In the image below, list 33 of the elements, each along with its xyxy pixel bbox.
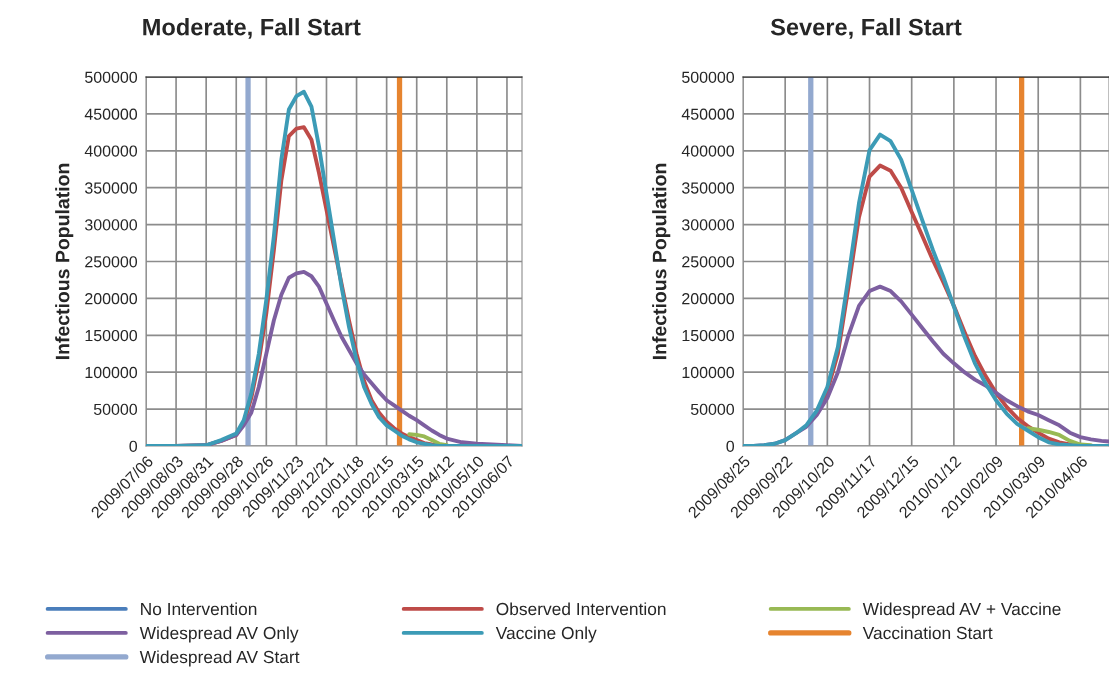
chart-title: Moderate, Fall Start (143, 18, 361, 39)
y-tick-label: 150000 (85, 329, 138, 342)
y-tick-label: 350000 (84, 182, 138, 194)
y-tick-label: 500000 (85, 71, 138, 83)
y-tick-label: 100000 (85, 366, 138, 379)
y-tick-label: 150000 (682, 329, 735, 342)
y-tick-label: 450000 (681, 108, 735, 120)
y-tick-label: 500000 (682, 71, 735, 83)
legend-label: Widespread AV + Vaccine (862, 602, 1061, 619)
y-tick-label: 450000 (84, 108, 138, 120)
y-tick-label: 0 (726, 440, 735, 452)
y-tick-label: 350000 (681, 182, 735, 194)
legend-label: Observed Intervention (496, 602, 666, 616)
y-axis-title: Infectious Population (55, 163, 74, 360)
y-tick-label: 300000 (84, 219, 138, 231)
y-tick-label: 50000 (93, 403, 138, 416)
y-tick-label: 250000 (682, 256, 735, 268)
y-tick-label: 200000 (682, 293, 735, 305)
y-tick-label: 50000 (690, 403, 735, 416)
legend-label: No Intervention (141, 602, 257, 616)
y-tick-label: 400000 (681, 145, 735, 157)
chart-title: Severe, Fall Start (770, 18, 962, 39)
y-axis-title: Infectious Population (652, 163, 671, 360)
legend-label: Vaccine Only (495, 626, 597, 643)
y-tick-label: 400000 (84, 145, 138, 157)
legend-label: Vaccination Start (862, 626, 993, 640)
y-tick-label: 0 (129, 440, 138, 452)
y-tick-label: 200000 (85, 293, 138, 305)
legend-label: Widespread AV Only (139, 626, 299, 643)
legend-label: Widespread AV Start (139, 650, 300, 667)
y-tick-label: 100000 (682, 366, 735, 379)
y-tick-label: 250000 (85, 256, 138, 268)
y-tick-label: 300000 (681, 219, 735, 231)
